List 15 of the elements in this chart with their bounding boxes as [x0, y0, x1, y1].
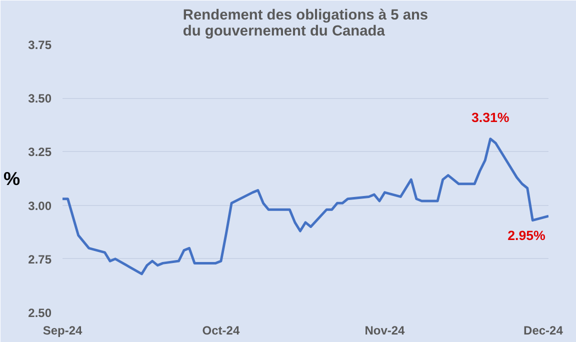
- y-tick-label: 3.75: [28, 38, 52, 52]
- y-tick-label: 2.75: [28, 252, 52, 266]
- y-tick-label: 3.50: [28, 92, 52, 106]
- x-tick-label: Oct-24: [202, 324, 240, 338]
- chart-title: Rendement des obligations à 5 ans du gouvernement du Canada: [182, 8, 428, 40]
- x-tick-label: Sep-24: [42, 324, 82, 338]
- y-tick-label: 3.25: [28, 145, 52, 160]
- annotation: 2.95%: [508, 228, 546, 244]
- y-tick-label: 2.50: [28, 306, 52, 320]
- x-tick-label: Nov-24: [364, 324, 406, 338]
- line-series: [62, 138, 548, 276]
- annotation: 3.31%: [471, 110, 510, 125]
- x-tick-label: Dec-24: [524, 324, 564, 338]
- y-axis-title: %: [4, 168, 21, 189]
- y-tick-label: 3.00: [28, 198, 52, 213]
